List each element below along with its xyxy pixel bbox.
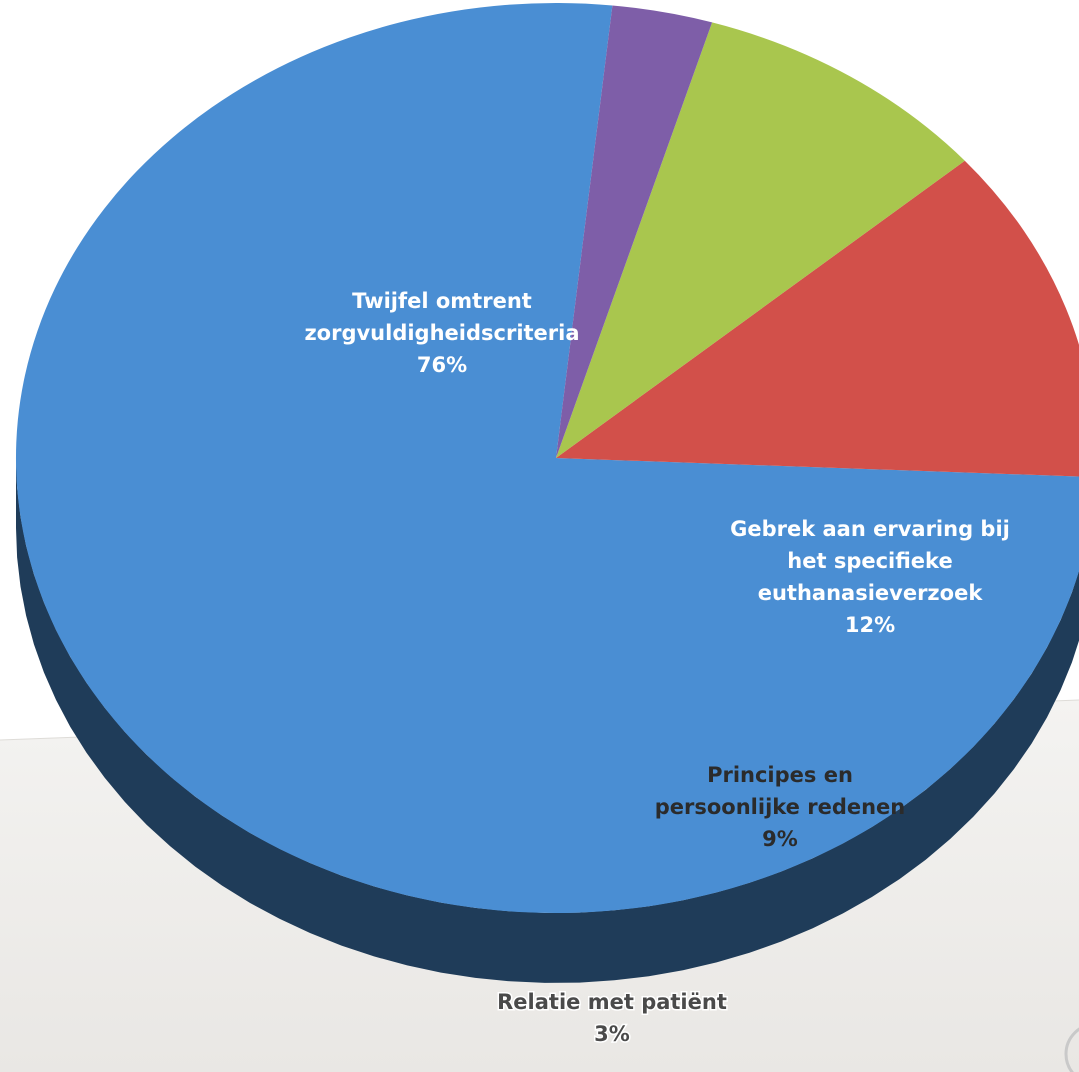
slice-label-twijfel-omtrent: Twijfel omtrent zorgvuldigheidscriteria 76… xyxy=(304,289,579,377)
pie-side-twijfel-omtrent xyxy=(16,458,1079,983)
slice-value-label: 76% xyxy=(417,353,467,377)
slice-label-relatie-met-patient: Relatie met patiënt 3% xyxy=(497,990,727,1046)
slice-value-label: 3% xyxy=(594,1022,630,1046)
slice-label-line: Principes en xyxy=(707,763,853,787)
pie-tops xyxy=(15,3,1079,914)
slice-value-label: 12% xyxy=(845,613,895,637)
slice-label-line: Gebrek aan ervaring bij xyxy=(730,517,1010,541)
pie-slice-principes-en xyxy=(556,22,965,459)
pie-slice-relatie-met-patient xyxy=(556,5,713,458)
slice-label-line: persoonlijke redenen xyxy=(655,795,906,819)
slice-label-principes-en: Principes en persoonlijke redenen 9% xyxy=(655,763,906,851)
pie-sides xyxy=(16,458,1079,983)
pie-labels: Twijfel omtrent zorgvuldigheidscriteria 76… xyxy=(304,289,1010,1048)
slice-label-line: Relatie met patiënt xyxy=(497,990,727,1014)
corner-circle-icon xyxy=(1064,1027,1079,1072)
slice-label-line: zorgvuldigheidscriteria xyxy=(304,321,579,345)
pie-slice-twijfel-omtrent xyxy=(15,3,1079,914)
slice-label-line: het specifieke xyxy=(787,549,952,573)
slice-label-gebrek-aan-ervaring-bij: Gebrek aan ervaring bij het specifieke eut… xyxy=(730,517,1010,637)
slice-value-label: 9% xyxy=(762,827,798,851)
slice-label-line: euthanasieverzoek xyxy=(758,581,984,605)
slice-label-line: Twijfel omtrent xyxy=(352,289,532,313)
pie-slice-gebrek-aan-ervaring-bij xyxy=(556,160,1079,477)
